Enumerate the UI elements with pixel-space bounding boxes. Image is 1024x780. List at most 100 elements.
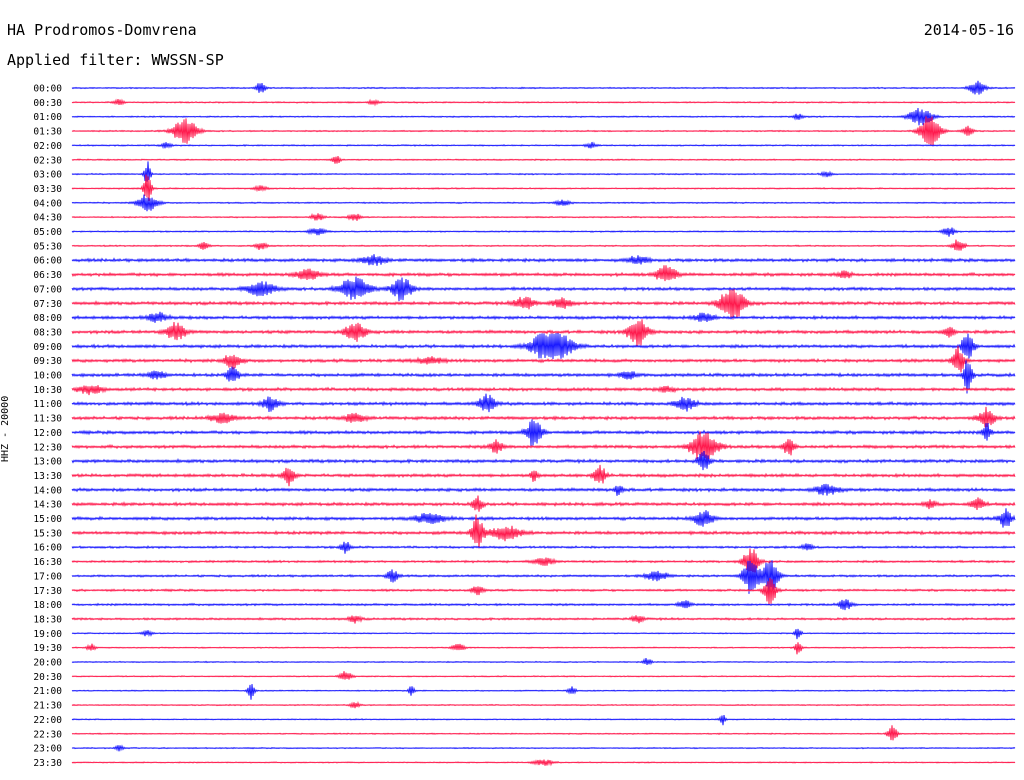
- seismogram-trace-row: [71, 265, 1016, 282]
- time-tick-label: 15:30: [33, 528, 62, 539]
- time-tick-label: 05:30: [33, 241, 62, 252]
- time-tick-label: 13:30: [33, 471, 62, 482]
- seismogram-trace-row: [71, 560, 1016, 596]
- seismogram-trace-row: [71, 514, 1016, 549]
- time-tick-label: 06:30: [33, 270, 62, 281]
- time-tick-label: 21:30: [33, 701, 62, 712]
- time-tick-label: 22:30: [33, 729, 62, 740]
- seismogram-trace-row: [71, 541, 1016, 554]
- time-tick-label: 07:00: [33, 284, 62, 295]
- seismogram-trace-row: [71, 464, 1016, 487]
- time-tick-label: 07:30: [33, 299, 62, 310]
- seismogram-trace-row: [71, 116, 1016, 147]
- seismogram-trace-row: [71, 319, 1016, 347]
- seismogram-trace-row: [71, 548, 1016, 573]
- time-tick-label: 08:30: [33, 327, 62, 338]
- time-tick-label: 16:30: [33, 557, 62, 568]
- time-tick-label: 11:30: [33, 414, 62, 425]
- time-tick-label: 19:30: [33, 643, 62, 654]
- seismogram-trace-row: [71, 700, 1016, 709]
- time-tick-label: 22:00: [33, 715, 62, 726]
- time-tick-label: 17:30: [33, 586, 62, 597]
- seismogram-trace-row: [71, 194, 1016, 212]
- time-tick-label: 11:00: [33, 399, 62, 410]
- time-tick-label: 20:00: [33, 658, 62, 669]
- seismogram-trace-row: [71, 289, 1016, 320]
- time-tick-label: 08:00: [33, 313, 62, 324]
- time-tick-label: 18:30: [33, 614, 62, 625]
- seismogram-trace-row: [71, 419, 1016, 446]
- seismogram-trace-row: [71, 345, 1016, 373]
- seismogram-trace-row: [71, 161, 1016, 182]
- time-tick-label: 00:00: [33, 84, 62, 95]
- seismogram-trace-row: [71, 759, 1016, 767]
- time-tick-label: 14:30: [33, 500, 62, 511]
- seismogram-trace-row: [71, 599, 1016, 611]
- time-tick-label: 09:30: [33, 356, 62, 367]
- seismogram-trace-row: [71, 254, 1016, 266]
- time-tick-label: 04:00: [33, 198, 62, 209]
- seismogram-trace-row: [71, 311, 1016, 323]
- seismogram-trace-row: [71, 212, 1016, 221]
- time-tick-label: 14:00: [33, 485, 62, 496]
- seismogram-trace-row: [71, 628, 1016, 640]
- seismogram-trace-row: [71, 174, 1016, 202]
- seismogram-trace-row: [71, 393, 1016, 413]
- seismogram-trace-row: [71, 657, 1016, 666]
- seismogram-trace-row: [71, 385, 1016, 396]
- time-tick-label: 13:00: [33, 457, 62, 468]
- seismogram-trace-row: [71, 744, 1016, 752]
- time-tick-label: 18:00: [33, 600, 62, 611]
- filter-label: Applied filter: WWSSN-SP: [7, 51, 224, 69]
- time-tick-label: 17:00: [33, 571, 62, 582]
- time-tick-label: 04:30: [33, 213, 62, 224]
- time-tick-label: 05:00: [33, 227, 62, 238]
- seismogram-trace-row: [71, 577, 1016, 605]
- seismogram-trace-row: [71, 276, 1016, 302]
- time-tick-label: 03:00: [33, 170, 62, 181]
- seismogram-trace-row: [71, 141, 1016, 150]
- seismogram-trace-row: [71, 431, 1016, 463]
- time-tick-label: 02:00: [33, 141, 62, 152]
- seismogram-trace-row: [71, 108, 1016, 126]
- seismogram-trace-row: [71, 155, 1016, 164]
- time-tick-label: 03:30: [33, 184, 62, 195]
- seismogram-trace-row: [71, 671, 1016, 680]
- record-date: 2014-05-16: [923, 21, 1014, 39]
- seismogram-trace-row: [71, 714, 1016, 726]
- time-tick-label: 19:00: [33, 629, 62, 640]
- seismogram-trace-row: [71, 508, 1016, 528]
- time-tick-label: 15:00: [33, 514, 62, 525]
- time-tick-label: 16:00: [33, 543, 62, 554]
- seismogram-trace-row: [71, 642, 1016, 655]
- time-tick-label: 02:30: [33, 155, 62, 166]
- time-tick-label: 09:00: [33, 342, 62, 353]
- time-tick-label: 06:00: [33, 256, 62, 267]
- seismogram-trace-row: [71, 80, 1016, 95]
- time-tick-label: 12:00: [33, 428, 62, 439]
- seismogram-trace-row: [71, 360, 1016, 394]
- seismogram-trace-row: [71, 725, 1016, 741]
- seismogram-trace-row: [71, 495, 1016, 512]
- time-tick-label: 10:00: [33, 371, 62, 382]
- seismogram-trace-row: [71, 98, 1016, 107]
- seismogram-trace-row: [71, 406, 1016, 428]
- time-tick-label: 21:00: [33, 686, 62, 697]
- time-tick-label: 01:30: [33, 127, 62, 138]
- seismogram-trace-row: [71, 450, 1016, 471]
- seismogram-trace-row: [71, 239, 1016, 251]
- time-tick-label: 23:30: [33, 758, 62, 769]
- time-tick-label: 20:30: [33, 672, 62, 683]
- time-tick-label: 23:00: [33, 744, 62, 755]
- seismogram-trace-row: [71, 684, 1016, 700]
- time-tick-label: 10:30: [33, 385, 62, 396]
- station-title: HA Prodromos-Domvrena: [7, 21, 197, 39]
- time-tick-label: 01:00: [33, 112, 62, 123]
- seismogram-trace-row: [71, 227, 1016, 237]
- time-tick-label: 00:30: [33, 98, 62, 109]
- seismogram-trace-row: [71, 332, 1016, 360]
- seismogram-trace-row: [71, 483, 1016, 496]
- seismogram-trace-row: [71, 614, 1016, 624]
